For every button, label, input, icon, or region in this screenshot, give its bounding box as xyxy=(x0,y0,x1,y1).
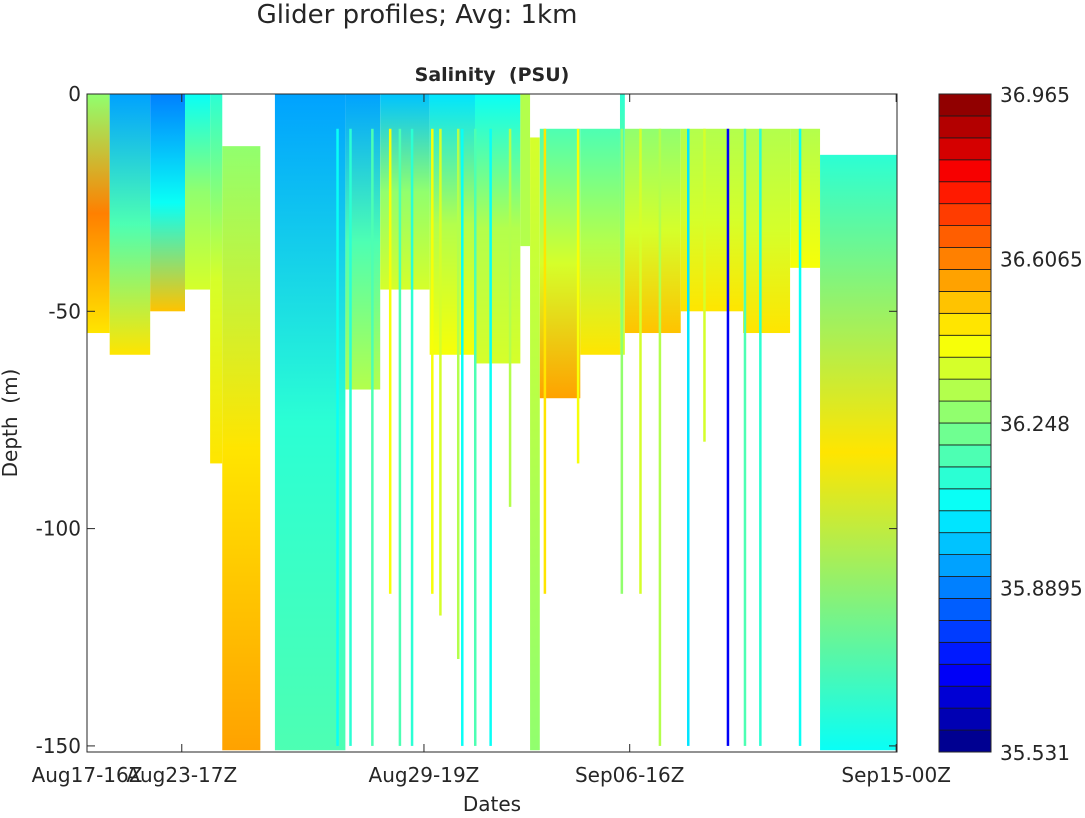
profile-strand xyxy=(439,128,442,616)
profile-strand xyxy=(687,128,690,746)
plot-area xyxy=(87,94,897,751)
figure-suptitle: Glider profiles; Avg: 1km xyxy=(257,0,578,30)
x-tick-label: Sep06-16Z xyxy=(575,763,685,787)
profile-strand xyxy=(388,128,392,594)
profile-strand xyxy=(726,128,730,746)
colorbar-level xyxy=(938,598,992,621)
profile-strand xyxy=(658,128,662,746)
profile-segment xyxy=(790,128,821,268)
y-axis: 0 -50 -100 -150 xyxy=(36,82,897,758)
colorbar-level xyxy=(938,247,992,270)
colorbar-level xyxy=(938,225,992,248)
profile-segment xyxy=(624,128,681,334)
colorbar-level xyxy=(938,466,992,490)
colorbar-frame xyxy=(938,93,992,753)
colorbar-level xyxy=(938,203,992,227)
colorbar-level xyxy=(938,729,992,753)
axes-frame xyxy=(86,93,898,753)
profile-strand xyxy=(703,128,706,442)
profile-segment xyxy=(539,128,581,399)
colorbar-tick-label: 35.8895 xyxy=(1000,577,1083,601)
profile-strand xyxy=(431,128,434,594)
colorbar-tick-label: 36.965 xyxy=(1000,83,1070,107)
colorbar-level xyxy=(938,663,992,687)
x-tick-label: Aug23-17Z xyxy=(126,763,237,787)
colorbar-level xyxy=(938,707,992,731)
y-tick-label: -50 xyxy=(48,299,81,323)
colorbar-level xyxy=(938,576,992,599)
profile-strand xyxy=(489,128,492,746)
colorbar: 36.965 36.6065 36.248 35.8895 35.531 xyxy=(938,83,1083,765)
profile-strand xyxy=(576,128,580,464)
profile-segment xyxy=(820,154,897,751)
x-tick-label: Aug29-19Z xyxy=(369,763,480,787)
profile-strand xyxy=(543,128,547,594)
profile-segment xyxy=(150,94,186,312)
profile-segment xyxy=(474,94,521,364)
y-tick-label: 0 xyxy=(68,82,81,106)
profile-strand xyxy=(456,128,460,659)
profile-segment xyxy=(580,128,620,355)
colorbar-level xyxy=(938,685,992,709)
colorbar-level xyxy=(938,181,992,205)
profile-segment xyxy=(520,94,531,247)
profile-segment xyxy=(222,146,261,751)
colorbar-level xyxy=(938,400,992,424)
colorbar-tick-label: 36.6065 xyxy=(1000,248,1083,272)
profile-segment xyxy=(109,94,151,355)
colorbar-level xyxy=(938,115,992,139)
colorbar-level xyxy=(938,159,992,183)
colorbar-level xyxy=(938,554,992,577)
profile-strand xyxy=(336,128,339,746)
colorbar-level xyxy=(938,444,992,468)
colorbar-level xyxy=(938,422,992,446)
chart-title: Salinity (PSU) xyxy=(415,64,570,86)
colorbar-level xyxy=(938,488,992,512)
profile-strand xyxy=(410,128,414,746)
colorbar-level xyxy=(938,290,992,314)
colorbar-level xyxy=(938,532,992,556)
profile-strand xyxy=(743,128,747,746)
profile-segment xyxy=(530,137,540,751)
x-tick-label: Aug17-16Z xyxy=(32,763,143,787)
x-tick-label: Sep15-00Z xyxy=(841,763,951,787)
profile-segment xyxy=(210,94,223,464)
colorbar-level xyxy=(938,620,992,643)
profile-strand xyxy=(759,128,762,746)
profile-segment xyxy=(185,94,211,290)
profile-strand xyxy=(620,128,624,594)
colorbar-level xyxy=(938,510,992,534)
y-tick-label: -150 xyxy=(36,734,81,758)
profile-segment xyxy=(680,128,744,312)
colorbar-level xyxy=(938,93,992,117)
colorbar-level xyxy=(938,641,992,665)
colorbar-level xyxy=(938,269,992,292)
y-tick-label: -100 xyxy=(36,517,81,541)
profile-segment xyxy=(274,94,346,751)
colorbar-level xyxy=(938,137,992,161)
profile-strand xyxy=(508,128,512,507)
x-axis-label: Dates xyxy=(463,792,521,814)
profile-strand xyxy=(798,128,802,746)
colorbar-level xyxy=(938,312,992,336)
profile-strand xyxy=(473,128,477,746)
colorbar-level xyxy=(938,334,992,358)
profile-strand xyxy=(371,128,374,746)
profile-segment xyxy=(87,94,110,334)
colorbar-level xyxy=(938,378,992,402)
colorbar-level xyxy=(938,356,992,380)
profile-strand xyxy=(639,128,642,594)
colorbar-tick-label: 36.248 xyxy=(1000,412,1070,436)
y-axis-label: Depth (m) xyxy=(0,369,22,478)
profile-strand xyxy=(461,128,464,746)
profile-segment xyxy=(429,94,475,355)
profile-strand xyxy=(349,128,352,746)
profile-segment xyxy=(743,128,791,334)
profile-segment xyxy=(380,94,430,290)
profile-strand xyxy=(398,128,402,746)
colorbar-tick-label: 35.531 xyxy=(1000,741,1070,765)
